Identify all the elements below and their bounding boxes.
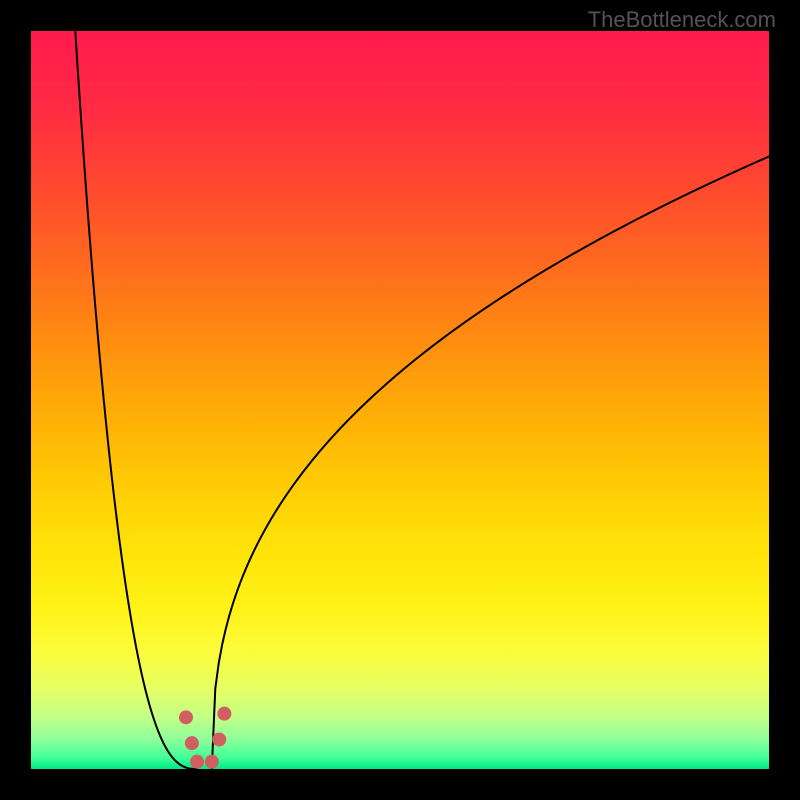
- dip-marker: [212, 732, 226, 746]
- gradient-background: [31, 31, 769, 769]
- plot-area: [31, 31, 769, 769]
- dip-marker: [217, 707, 231, 721]
- watermark-text: TheBottleneck.com: [588, 7, 776, 33]
- dip-marker: [185, 736, 199, 750]
- chart-frame: TheBottleneck.com: [0, 0, 800, 800]
- dip-marker: [179, 710, 193, 724]
- chart-svg: [31, 31, 769, 769]
- dip-marker: [205, 755, 219, 769]
- dip-marker: [190, 755, 204, 769]
